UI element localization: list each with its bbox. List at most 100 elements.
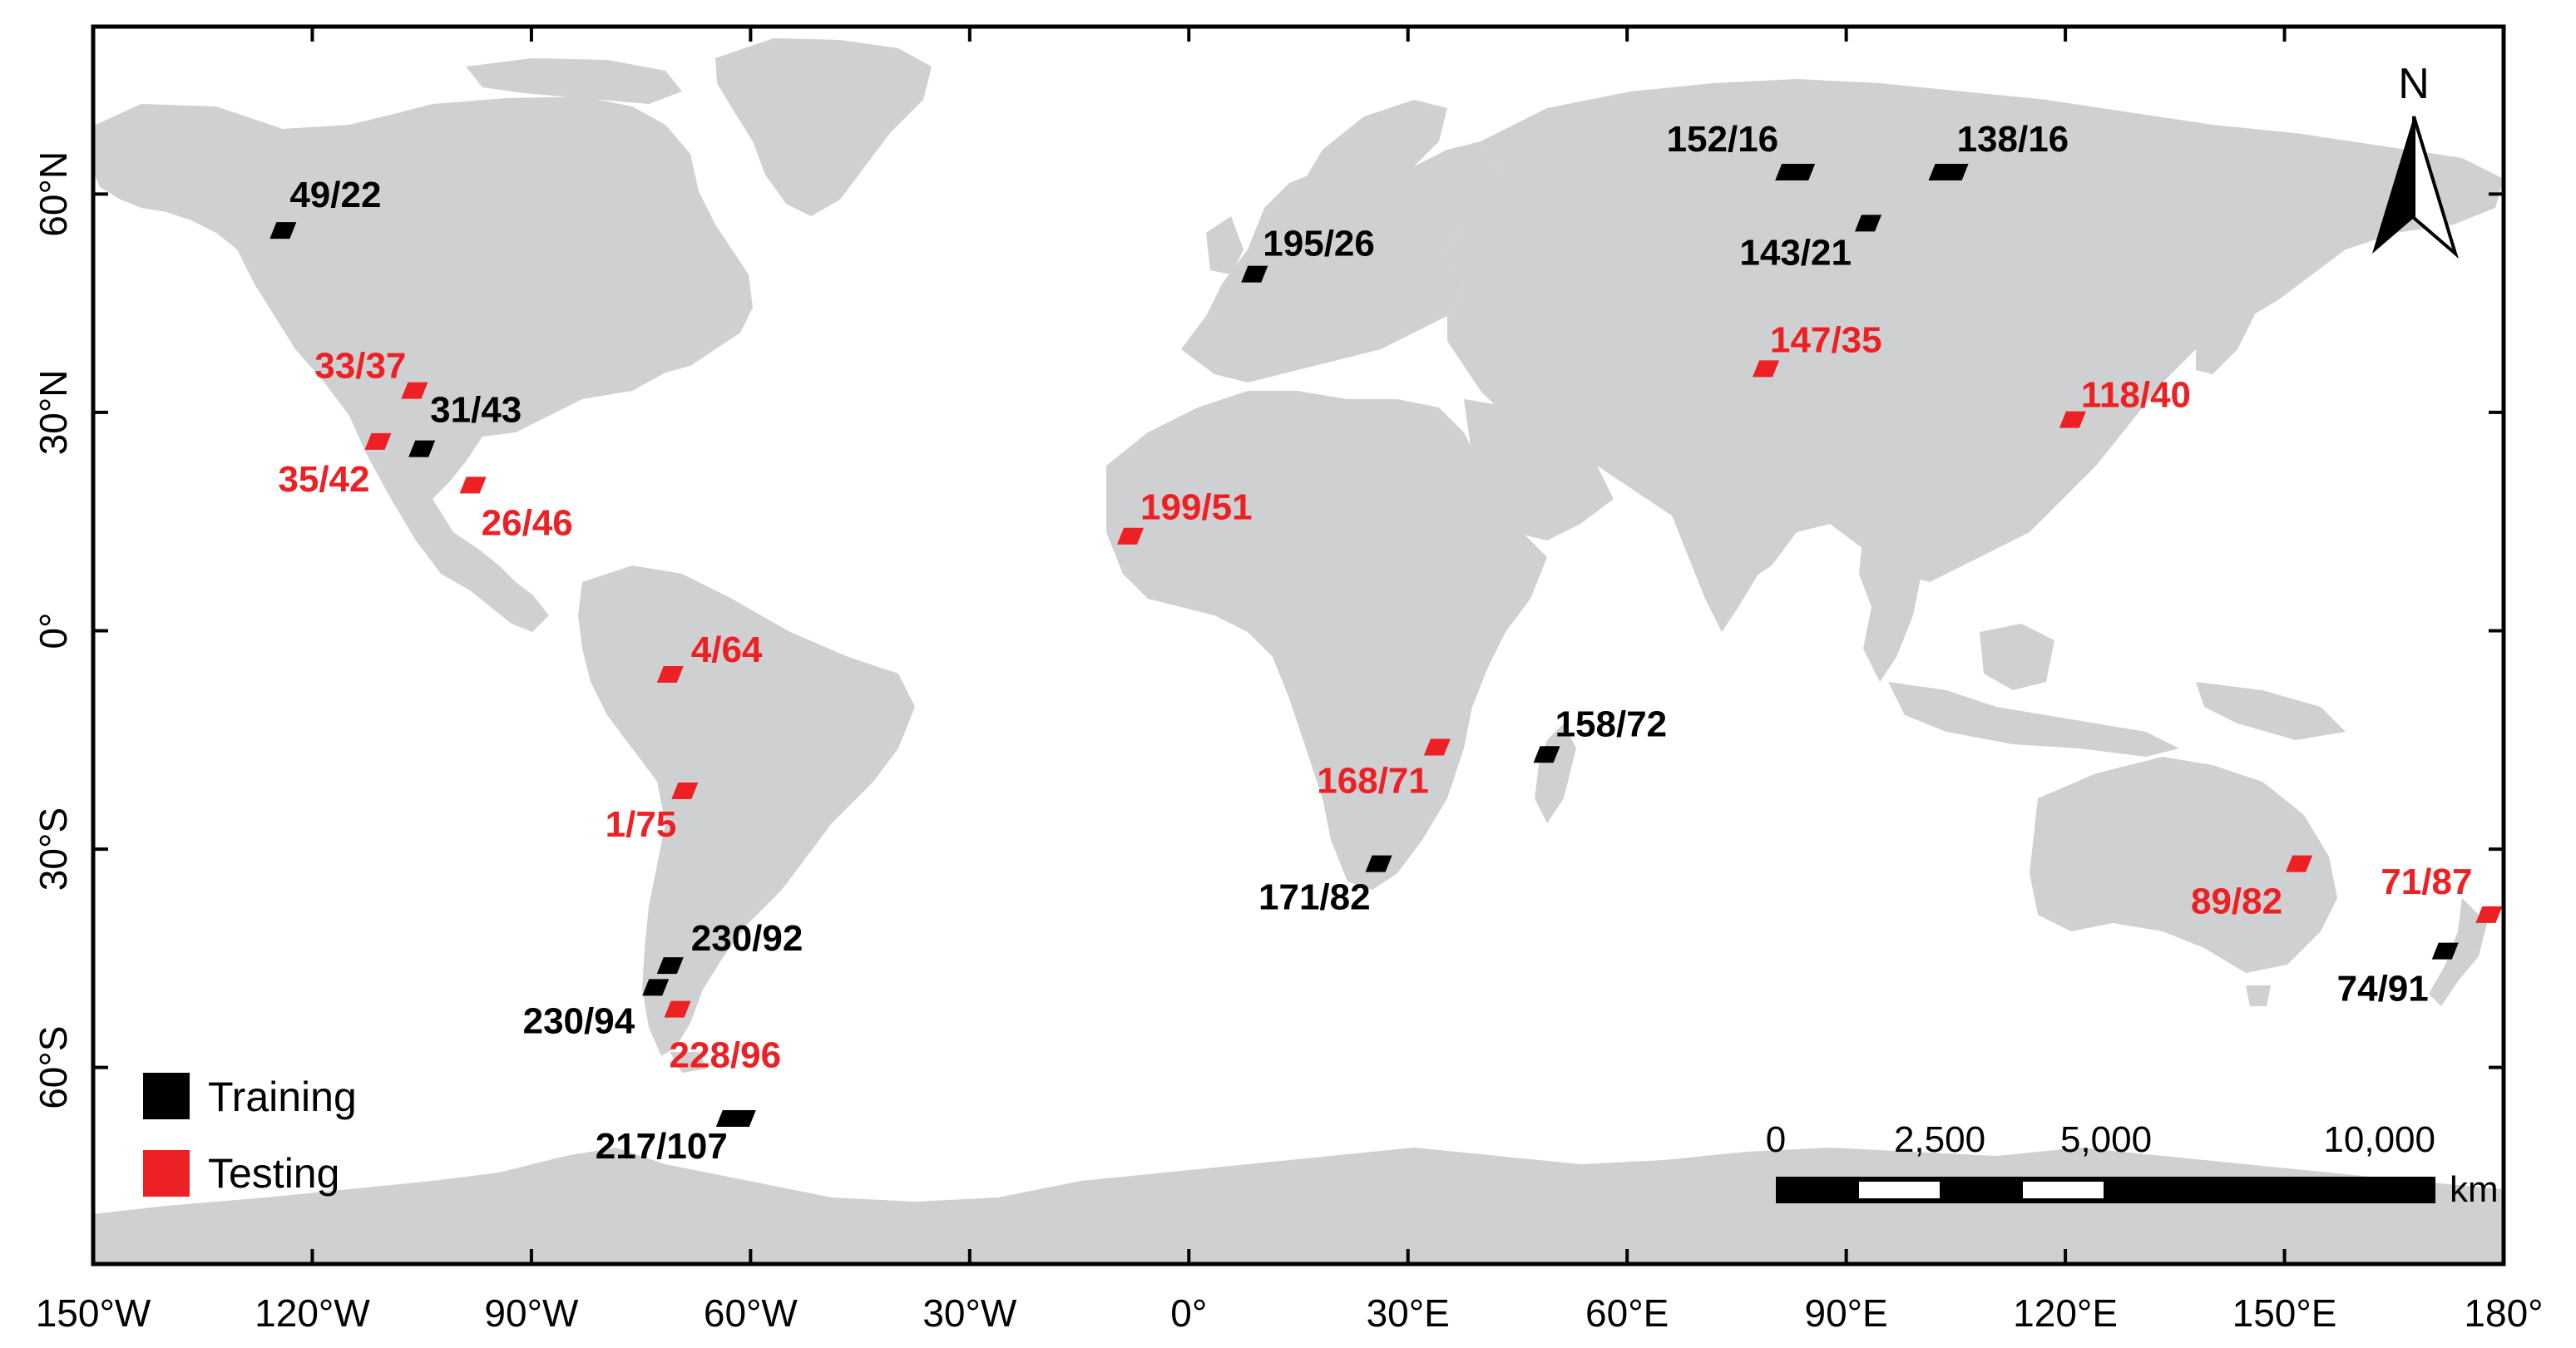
scene-footprint-training	[715, 1109, 756, 1127]
scale-label-5000: 5,000	[2060, 1119, 2152, 1160]
land-africa	[1106, 391, 1547, 890]
scene-footprint-testing	[1753, 360, 1780, 378]
scene-label-training: 217/107	[596, 1126, 728, 1167]
scene-label-testing: 33/37	[314, 346, 406, 387]
scale-unit-label: km	[2450, 1169, 2499, 1210]
scene-label-testing: 4/64	[691, 630, 763, 670]
north-arrow: N	[2372, 60, 2459, 259]
x-tick-label: 60°W	[704, 1291, 799, 1335]
land-japan	[2196, 249, 2262, 374]
scene-label-testing: 147/35	[1770, 319, 1882, 360]
scene-label-training: 195/26	[1263, 224, 1375, 264]
scene-label-training: 143/21	[1739, 232, 1852, 273]
land-layer	[91, 38, 2504, 1264]
legend-testing-label: Testing	[208, 1150, 339, 1197]
x-tick-label: 150°E	[2232, 1291, 2337, 1335]
scene-label-testing: 89/82	[2191, 881, 2282, 922]
scale-bar-segment-white-1	[1859, 1182, 1940, 1198]
land-antarctica	[93, 1148, 2504, 1264]
land-asia	[1447, 79, 2504, 582]
legend-training-swatch	[143, 1073, 190, 1119]
scene-footprint-training	[1241, 265, 1268, 283]
x-tick-label: 90°E	[1805, 1291, 1888, 1335]
legend: Training Testing	[143, 1073, 357, 1197]
north-arrow-label: N	[2398, 60, 2430, 108]
land-india	[1672, 466, 1788, 632]
land-tasmania	[2246, 985, 2271, 1006]
scene-label-training: 49/22	[289, 175, 381, 215]
scene-label-training: 152/16	[1667, 119, 1779, 160]
land-borneo	[1980, 624, 2054, 690]
legend-testing-swatch	[143, 1150, 190, 1197]
land-europe	[1181, 141, 1497, 383]
land-north-america	[91, 96, 753, 632]
x-tick-label: 90°W	[484, 1291, 579, 1335]
scene-footprint-testing	[1423, 738, 1451, 756]
scene-footprint-training	[1775, 164, 1816, 181]
scene-footprint-testing	[401, 382, 428, 399]
scene-footprint-training	[1928, 164, 1969, 181]
x-tick-label: 0°	[1170, 1291, 1207, 1335]
y-tick-label: 0°	[32, 613, 75, 649]
scale-label-10000: 10,000	[2323, 1119, 2435, 1160]
y-tick-label: 30°S	[32, 807, 75, 891]
x-tick-label: 120°E	[2013, 1291, 2118, 1335]
scene-label-training: 138/16	[1957, 119, 2069, 160]
land-indonesia	[1888, 682, 2179, 757]
scale-label-2500: 2,500	[1894, 1119, 1985, 1160]
scene-label-training: 230/92	[691, 918, 803, 959]
scene-footprint-testing	[2475, 906, 2503, 923]
land-se-asia	[1859, 532, 1921, 682]
land-scandinavia	[1298, 100, 1447, 233]
land-south-america	[578, 565, 915, 1056]
land-greenland	[715, 38, 932, 216]
scene-footprint-testing	[656, 666, 684, 684]
x-tick-label: 150°W	[36, 1291, 151, 1335]
scene-label-training: 74/91	[2337, 969, 2429, 1010]
scene-layer: 49/22 31/43 195/26 152/16 138/16 143/21 158/72…	[269, 119, 2503, 1167]
scene-footprint-training	[642, 979, 670, 996]
scene-footprint-training	[656, 957, 684, 975]
scene-label-testing: 35/42	[278, 459, 369, 500]
land-arctic-islands	[466, 58, 682, 104]
scene-label-testing: 199/51	[1140, 487, 1253, 528]
north-arrow-right-half-icon	[2412, 116, 2459, 259]
scene-label-training: 171/82	[1258, 877, 1371, 918]
land-tierra-del-fuego	[670, 1052, 707, 1073]
x-tick-label: 180°	[2464, 1291, 2543, 1335]
scene-label-testing: 168/71	[1317, 761, 1429, 802]
y-tick-label: 60°S	[32, 1026, 75, 1109]
scene-label-training: 31/43	[430, 390, 522, 431]
scale-label-0: 0	[1766, 1119, 1786, 1160]
scene-footprint-training	[1533, 746, 1560, 763]
scene-footprint-testing	[364, 432, 392, 450]
land-australia	[2030, 757, 2337, 973]
scene-footprint-training	[1854, 215, 1881, 232]
scale-bar: 0 2,500 5,000 10,000 km	[1766, 1119, 2499, 1210]
scene-footprint-testing	[2059, 411, 2086, 428]
north-arrow-left-half-icon	[2372, 116, 2414, 254]
scene-label-testing: 26/46	[482, 502, 573, 543]
land-british-isles	[1206, 216, 1244, 274]
legend-training-label: Training	[208, 1074, 357, 1120]
y-tick-label: 30°N	[32, 370, 75, 456]
axis-layer: 150°W 120°W 90°W 60°W 30°W 0° 30°E 60°E 90°E 120°…	[32, 27, 2544, 1335]
scene-footprint-testing	[664, 1000, 691, 1018]
land-new-zealand	[2429, 898, 2487, 1006]
scene-label-testing: 228/96	[670, 1035, 782, 1076]
x-tick-label: 60°E	[1585, 1291, 1669, 1335]
scale-bar-segment-white-2	[2023, 1182, 2104, 1198]
scene-label-testing: 1/75	[606, 804, 677, 845]
scene-footprint-testing	[1117, 527, 1145, 545]
scene-footprint-training	[408, 440, 436, 457]
scene-label-testing: 71/87	[2381, 862, 2472, 902]
scene-label-training: 230/94	[523, 1000, 635, 1041]
scene-label-training: 158/72	[1555, 704, 1668, 744]
x-tick-label: 30°W	[922, 1291, 1017, 1335]
scene-footprint-testing	[671, 783, 699, 800]
land-new-guinea	[2196, 682, 2346, 740]
scene-footprint-training	[1365, 855, 1392, 872]
scene-footprint-testing	[2286, 855, 2313, 872]
x-tick-label: 30°E	[1367, 1291, 1450, 1335]
